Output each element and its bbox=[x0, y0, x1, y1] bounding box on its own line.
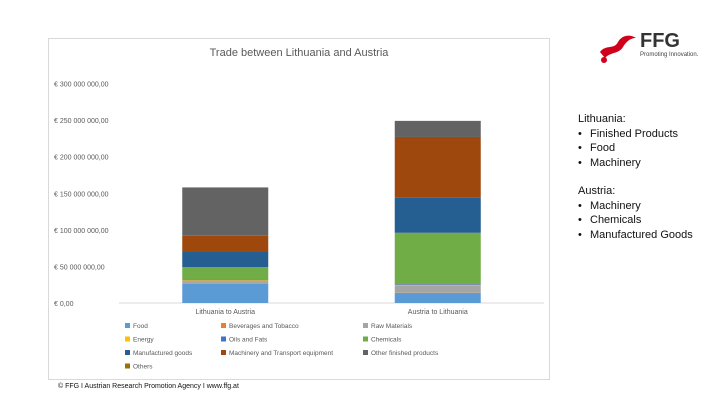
y-tick-label: € 300 000 000,00 bbox=[54, 82, 109, 89]
legend-label: Others bbox=[133, 364, 153, 371]
legend-swatch bbox=[221, 350, 226, 355]
chart-frame: Trade between Lithuania and Austria € 0,0… bbox=[48, 38, 550, 380]
list-item: Machinery bbox=[578, 199, 698, 214]
y-tick-label: € 50 000 000,00 bbox=[54, 264, 105, 271]
austria-list: Machinery Chemicals Manufactured Goods bbox=[578, 199, 698, 243]
bar-segment-oils-and-fats bbox=[394, 283, 481, 285]
bar-segment-other-finished-products bbox=[182, 187, 269, 236]
lithuania-exports-block: Lithuania: Finished Products Food Machin… bbox=[578, 112, 678, 170]
legend-label: Manufactured goods bbox=[133, 350, 193, 357]
legend-label: Chemicals bbox=[371, 337, 402, 344]
list-item: Food bbox=[578, 141, 678, 156]
lithuania-list: Finished Products Food Machinery bbox=[578, 127, 678, 171]
footer-copyright: © FFG I Austrian Research Promotion Agen… bbox=[58, 383, 239, 390]
legend-swatch bbox=[363, 350, 368, 355]
list-item: Machinery bbox=[578, 156, 678, 171]
logo-wordmark: FFG bbox=[640, 30, 680, 52]
bar-segment-manufactured-goods bbox=[182, 251, 269, 268]
bar-segment-chemicals bbox=[394, 232, 481, 284]
legend-swatch bbox=[125, 323, 130, 328]
bar-segment-beverages-and-tobacco bbox=[394, 292, 481, 294]
legend-label: Raw Materials bbox=[371, 323, 413, 330]
y-tick-label: € 0,00 bbox=[54, 301, 74, 308]
legend-swatch bbox=[125, 350, 130, 355]
austria-heading: Austria: bbox=[578, 185, 616, 197]
stacked-bar-chart: Trade between Lithuania and Austria € 0,0… bbox=[54, 47, 544, 371]
bar-segment-machinery-and-transport-equipment bbox=[182, 235, 269, 252]
bar-segment-food bbox=[394, 293, 481, 303]
list-item: Manufactured Goods bbox=[578, 228, 698, 243]
bar-segment-beverages-and-tobacco bbox=[182, 283, 269, 284]
x-tick-label: Lithuania to Austria bbox=[195, 309, 255, 316]
bar-segment-food bbox=[182, 283, 269, 303]
legend-label: Beverages and Tobacco bbox=[229, 323, 299, 330]
legend-label: Oils and Fats bbox=[229, 337, 268, 344]
x-tick-label: Austria to Lithuania bbox=[408, 309, 468, 316]
y-tick-label: € 200 000 000,00 bbox=[54, 155, 109, 162]
y-tick-label: € 150 000 000,00 bbox=[54, 191, 109, 198]
legend-label: Food bbox=[133, 323, 148, 330]
legend-swatch bbox=[363, 336, 368, 342]
legend-swatch bbox=[125, 363, 130, 369]
bar-segment-raw-materials bbox=[182, 281, 269, 284]
legend-label: Machinery and Transport equipment bbox=[229, 350, 333, 357]
ffg-logo: FFG Promoting Innovation. bbox=[596, 30, 706, 63]
legend-swatch bbox=[363, 323, 368, 328]
ffg-logo-mark-icon bbox=[600, 35, 636, 63]
legend-label: Other finished products bbox=[371, 350, 439, 357]
legend-swatch bbox=[125, 336, 130, 342]
logo-tagline: Promoting Innovation. bbox=[640, 52, 699, 58]
y-tick-label: € 250 000 000,00 bbox=[54, 118, 109, 125]
bar-segment-other-finished-products bbox=[394, 120, 481, 137]
bar-segment-energy bbox=[182, 280, 269, 282]
bar-segment-chemicals bbox=[182, 267, 269, 280]
lithuania-heading: Lithuania: bbox=[578, 113, 626, 125]
bar-segment-machinery-and-transport-equipment bbox=[394, 136, 481, 198]
austria-exports-block: Austria: Machinery Chemicals Manufacture… bbox=[578, 184, 698, 242]
bar-segment-oils-and-fats bbox=[182, 279, 269, 281]
list-item: Chemicals bbox=[578, 213, 698, 228]
bar-segment-manufactured-goods bbox=[394, 197, 481, 233]
bar-segment-raw-materials bbox=[394, 285, 481, 293]
chart-title: Trade between Lithuania and Austria bbox=[210, 47, 390, 59]
legend-label: Energy bbox=[133, 337, 154, 344]
bar-segment-energy bbox=[394, 284, 481, 286]
legend-swatch bbox=[221, 336, 226, 342]
legend-swatch bbox=[221, 323, 226, 328]
y-tick-label: € 100 000 000,00 bbox=[54, 228, 109, 235]
list-item: Finished Products bbox=[578, 127, 678, 142]
